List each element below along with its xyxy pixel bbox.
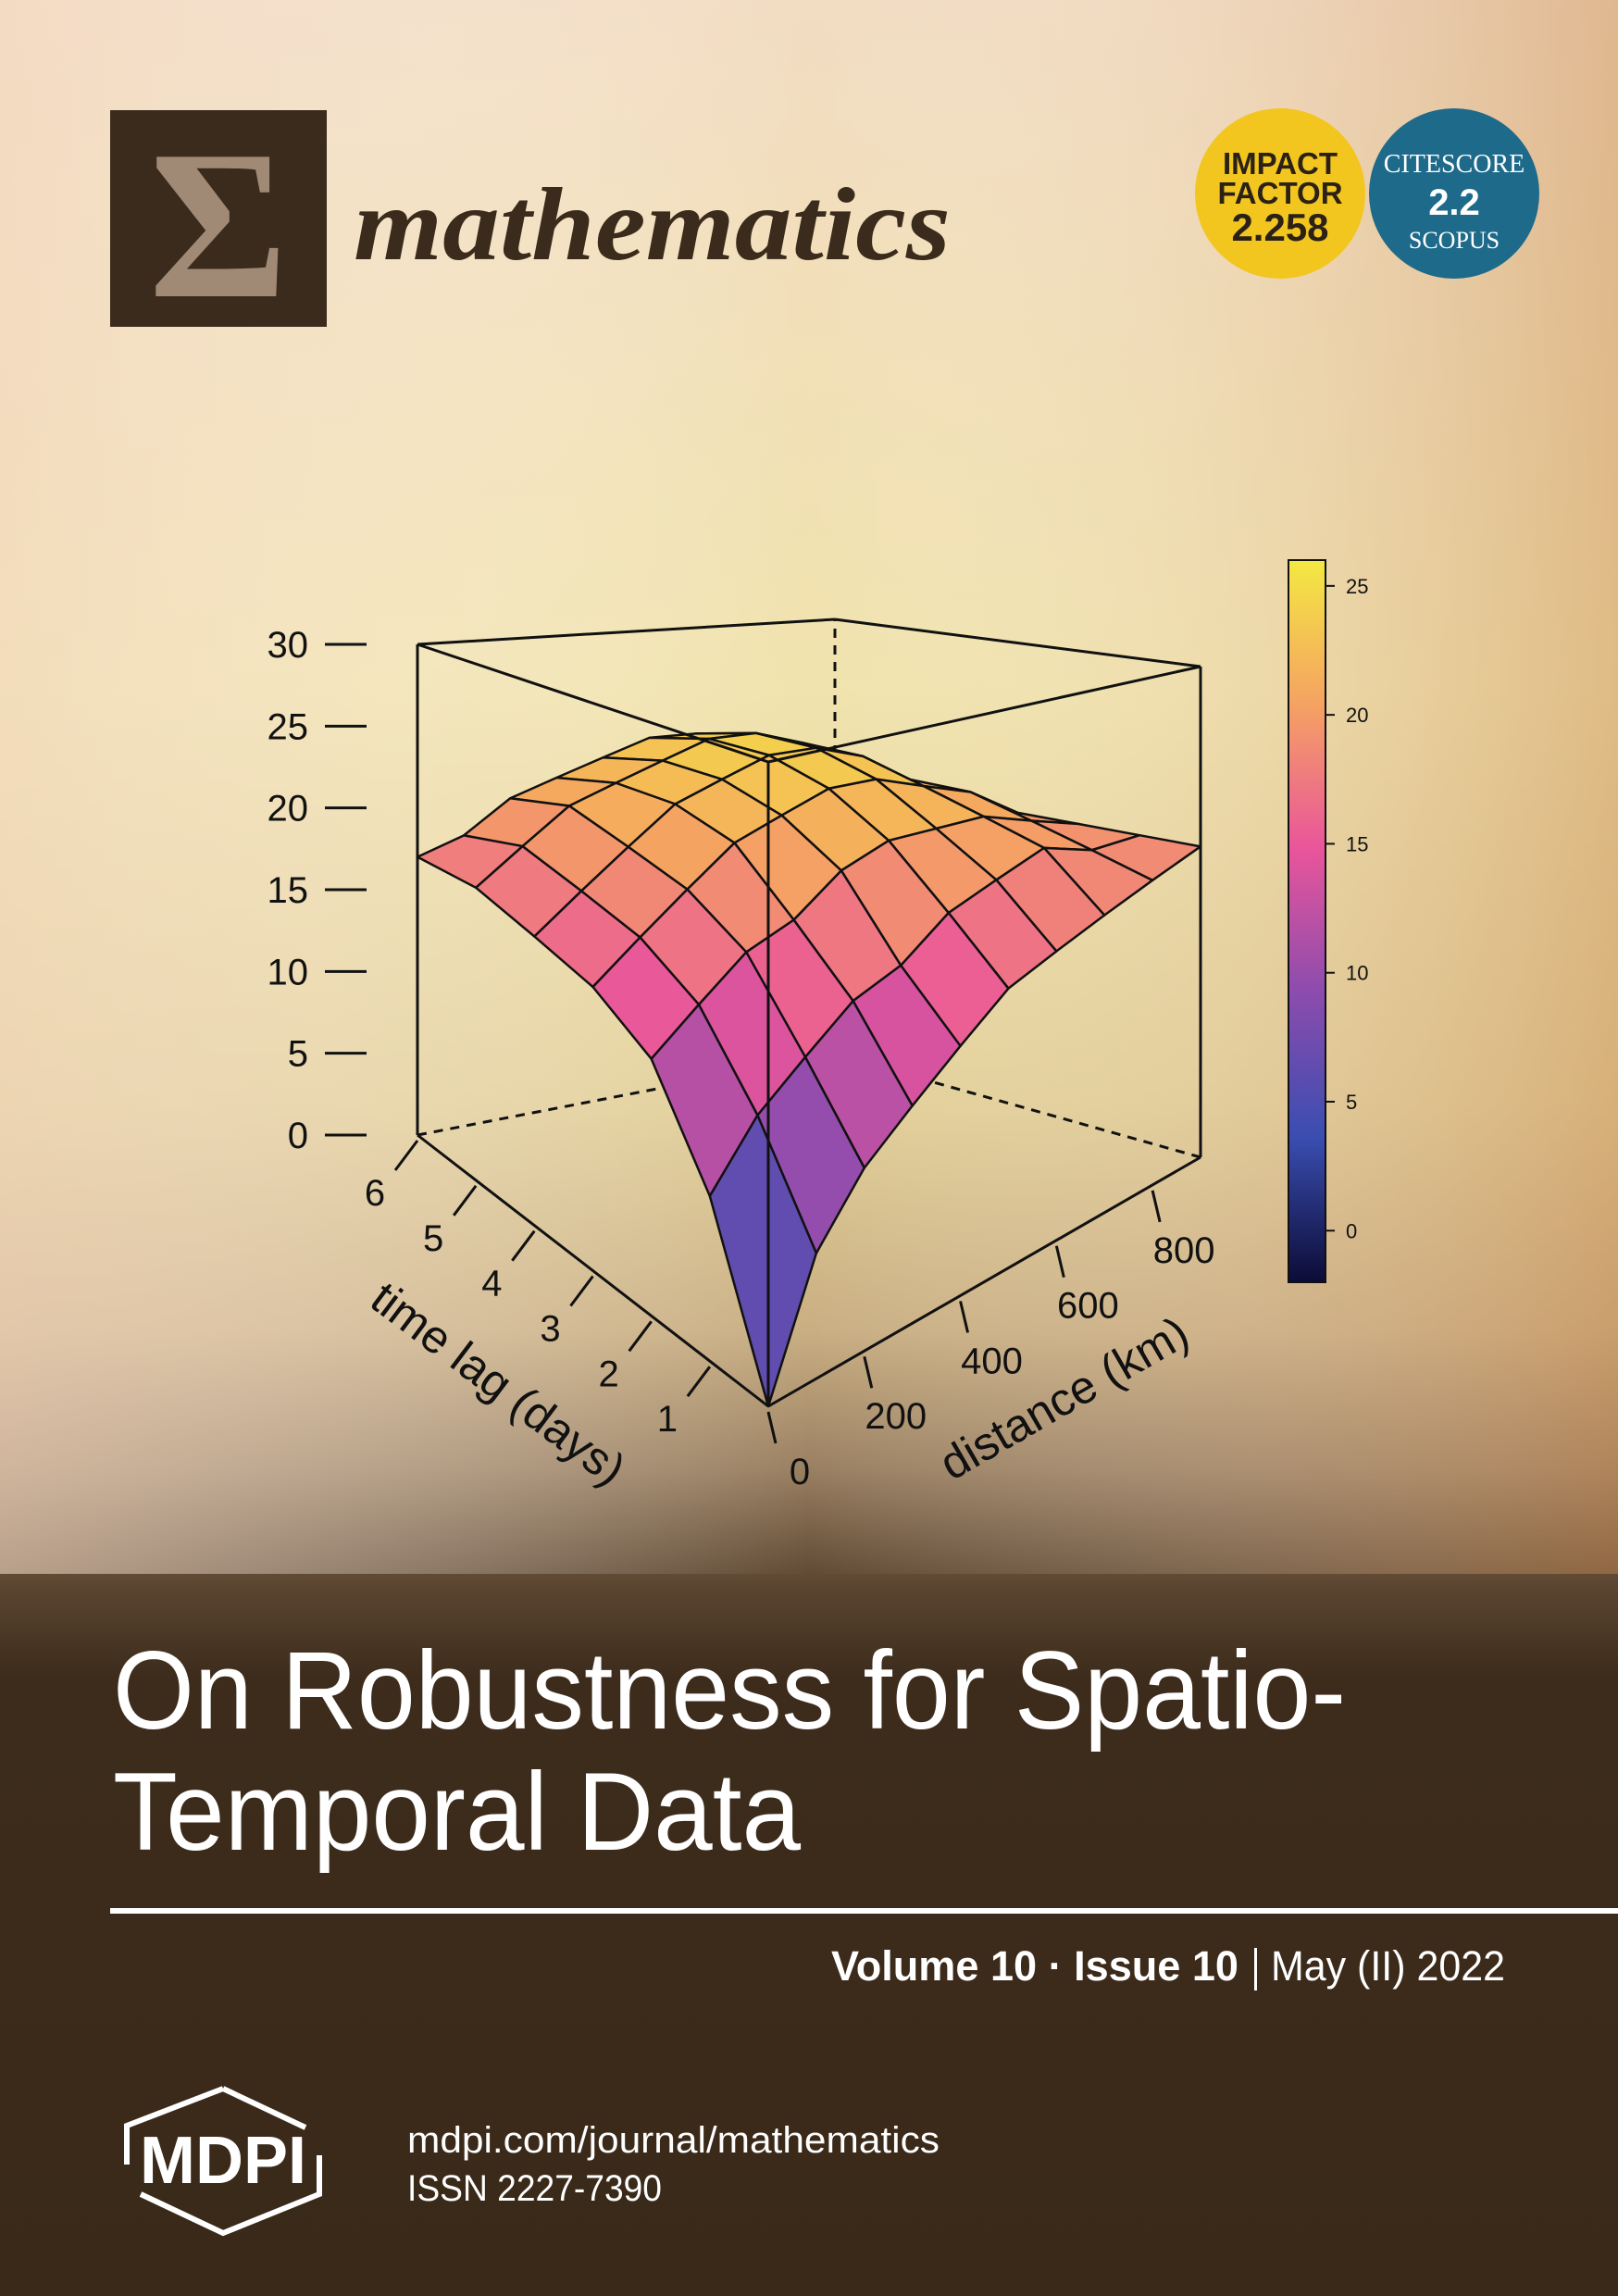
z-tick-label: 15: [268, 870, 309, 911]
colorbar-tick-label: 5: [1346, 1091, 1357, 1114]
rule: [110, 1908, 1618, 1914]
issue-date: May (II) 2022: [1271, 1942, 1505, 1990]
y-tick-label: 600: [1057, 1286, 1119, 1327]
logo-symbol: Σ: [149, 106, 288, 343]
y-tick: [766, 1411, 778, 1444]
z-tick-label: 30: [268, 625, 309, 666]
citescore-label: CITESCORE: [1384, 150, 1525, 179]
citescore-value: 2.2: [1428, 182, 1480, 223]
x-tick-label: 2: [599, 1354, 619, 1394]
y-tick-label: 0: [790, 1452, 810, 1492]
issn: ISSN 2227-7390: [407, 2168, 662, 2209]
impact-badge: [1195, 108, 1365, 279]
y-tick: [959, 1301, 970, 1333]
journal-url: mdpi.com/journal/mathematics: [407, 2120, 940, 2161]
x-tick-label: 3: [540, 1309, 560, 1350]
x-tick: [511, 1229, 536, 1262]
logo-box: [110, 110, 327, 327]
y-tick-label: 400: [961, 1341, 1023, 1381]
box-edge: [834, 1053, 1201, 1159]
x-tick: [686, 1366, 712, 1398]
citescore-source: SCOPUS: [1409, 227, 1500, 254]
x-tick: [569, 1275, 594, 1307]
article-title: On Robustness for Spatio-: [113, 1628, 1346, 1753]
impact-label: IMPACT: [1223, 146, 1338, 181]
article-title: Temporal Data: [113, 1750, 801, 1874]
y-tick: [863, 1355, 874, 1389]
mdpi-hexagon: [124, 2086, 322, 2237]
x-tick-label: 1: [657, 1399, 678, 1440]
x-tick-label: 5: [423, 1218, 443, 1259]
z-tick-label: 5: [288, 1034, 308, 1075]
x-tick: [393, 1140, 419, 1171]
colorbar-tick-label: 10: [1346, 962, 1368, 985]
y-tick-label: 200: [865, 1396, 927, 1437]
box-edge: [417, 1133, 769, 1408]
x-tick-label: 6: [365, 1173, 385, 1214]
colorbar: [1288, 559, 1326, 1283]
box-edge: [767, 1155, 1201, 1408]
z-tick-label: 20: [268, 789, 309, 830]
z-tick-label: 0: [288, 1116, 308, 1156]
colorbar-tick-label: 0: [1346, 1219, 1357, 1242]
z-tick-label: 10: [268, 952, 309, 992]
colorbar-tick-label: 20: [1346, 704, 1368, 727]
divider: [1254, 1948, 1257, 1990]
y-tick: [1151, 1190, 1162, 1223]
colorbar-tick-label: 15: [1346, 832, 1368, 855]
citescore-badge: [1369, 108, 1539, 279]
mdpi-logo: MDPI: [140, 2124, 306, 2198]
x-tick: [628, 1320, 653, 1353]
y-tick-label: 800: [1153, 1230, 1215, 1271]
x-tick-label: 4: [481, 1264, 502, 1304]
surface-cell: [708, 1114, 818, 1408]
impact-label: FACTOR: [1217, 176, 1342, 210]
colorbar-tick-label: 25: [1346, 575, 1368, 598]
volume-issue: Volume 10 · Issue 10: [831, 1942, 1238, 1990]
box-edge: [767, 665, 1201, 764]
impact-value: 2.258: [1231, 206, 1328, 249]
z-tick-label: 25: [268, 706, 309, 747]
y-tick: [1054, 1245, 1065, 1279]
box-edge: [417, 643, 769, 764]
box-edge: [417, 618, 836, 646]
box-edge: [834, 618, 1201, 668]
journal-name: mathematics: [354, 168, 951, 282]
x-tick: [452, 1184, 478, 1217]
